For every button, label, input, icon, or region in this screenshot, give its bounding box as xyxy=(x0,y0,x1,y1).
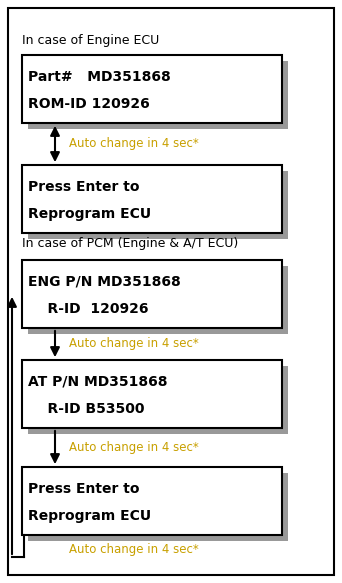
Text: Part#   MD351868: Part# MD351868 xyxy=(28,70,171,84)
Text: Reprogram ECU: Reprogram ECU xyxy=(28,207,151,221)
Bar xyxy=(28,171,288,239)
Text: Auto change in 4 sec*: Auto change in 4 sec* xyxy=(69,543,199,556)
Bar xyxy=(28,473,288,541)
Text: In case of PCM (Engine & A/T ECU): In case of PCM (Engine & A/T ECU) xyxy=(22,237,238,250)
Text: Press Enter to: Press Enter to xyxy=(28,482,140,496)
Bar xyxy=(22,165,282,233)
Text: AT P/N MD351868: AT P/N MD351868 xyxy=(28,375,168,389)
Bar xyxy=(22,55,282,123)
Text: Auto change in 4 sec*: Auto change in 4 sec* xyxy=(69,338,199,350)
Bar xyxy=(28,266,288,334)
Text: Press Enter to: Press Enter to xyxy=(28,180,140,194)
Bar xyxy=(22,260,282,328)
Bar xyxy=(22,360,282,428)
Text: ROM-ID 120926: ROM-ID 120926 xyxy=(28,97,150,111)
Text: ENG P/N MD351868: ENG P/N MD351868 xyxy=(28,275,181,289)
Bar xyxy=(22,467,282,535)
Text: In case of Engine ECU: In case of Engine ECU xyxy=(22,34,159,47)
Bar xyxy=(28,366,288,434)
Text: Auto change in 4 sec*: Auto change in 4 sec* xyxy=(69,138,199,150)
Text: R-ID B53500: R-ID B53500 xyxy=(28,402,145,416)
Text: Reprogram ECU: Reprogram ECU xyxy=(28,509,151,523)
Text: R-ID  120926: R-ID 120926 xyxy=(28,302,148,316)
Bar xyxy=(28,61,288,129)
Text: Auto change in 4 sec*: Auto change in 4 sec* xyxy=(69,441,199,454)
